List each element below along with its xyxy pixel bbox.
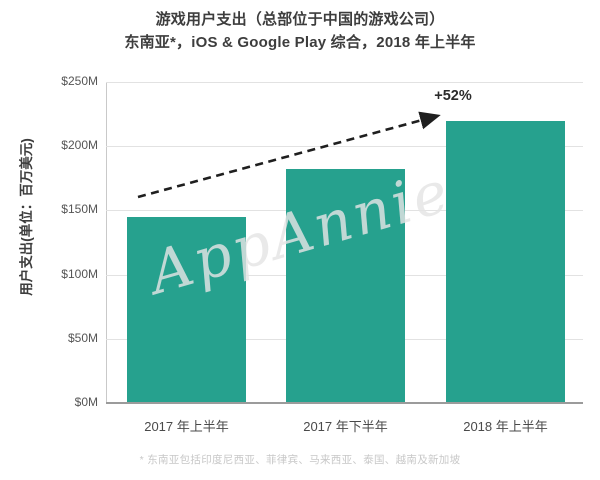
y-tick-label: $250M	[61, 74, 98, 88]
bar-1	[127, 216, 246, 403]
plot-area	[106, 82, 583, 404]
y-tick-label: $100M	[61, 266, 98, 281]
chart-subtitle: 东南亚*，iOS & Google Play 综合，2018 年上半年	[124, 34, 476, 51]
footnote: * 东南亚包括印度尼西亚、菲律宾、马来西亚、泰国、越南及新加坡	[139, 454, 461, 466]
growth-annotation: +52%	[434, 88, 472, 104]
x-axis-baseline	[106, 402, 583, 404]
gridline	[106, 82, 583, 83]
x-tick-label: 2017 年上半年	[144, 419, 229, 434]
y-tick-label: $0M	[74, 395, 98, 409]
bar-2	[286, 169, 405, 403]
bar-3	[446, 120, 565, 403]
chart-title: 游戏用户支出（总部位于中国的游戏公司）	[155, 11, 445, 28]
y-tick-label: $200M	[61, 138, 98, 153]
x-tick-label: 2017 年下半年	[303, 419, 388, 434]
x-tick-label: 2018 年上半年	[463, 419, 548, 434]
y-tick-label: $50M	[67, 330, 98, 345]
y-axis-line	[106, 82, 107, 403]
y-tick-label: $150M	[61, 202, 98, 217]
